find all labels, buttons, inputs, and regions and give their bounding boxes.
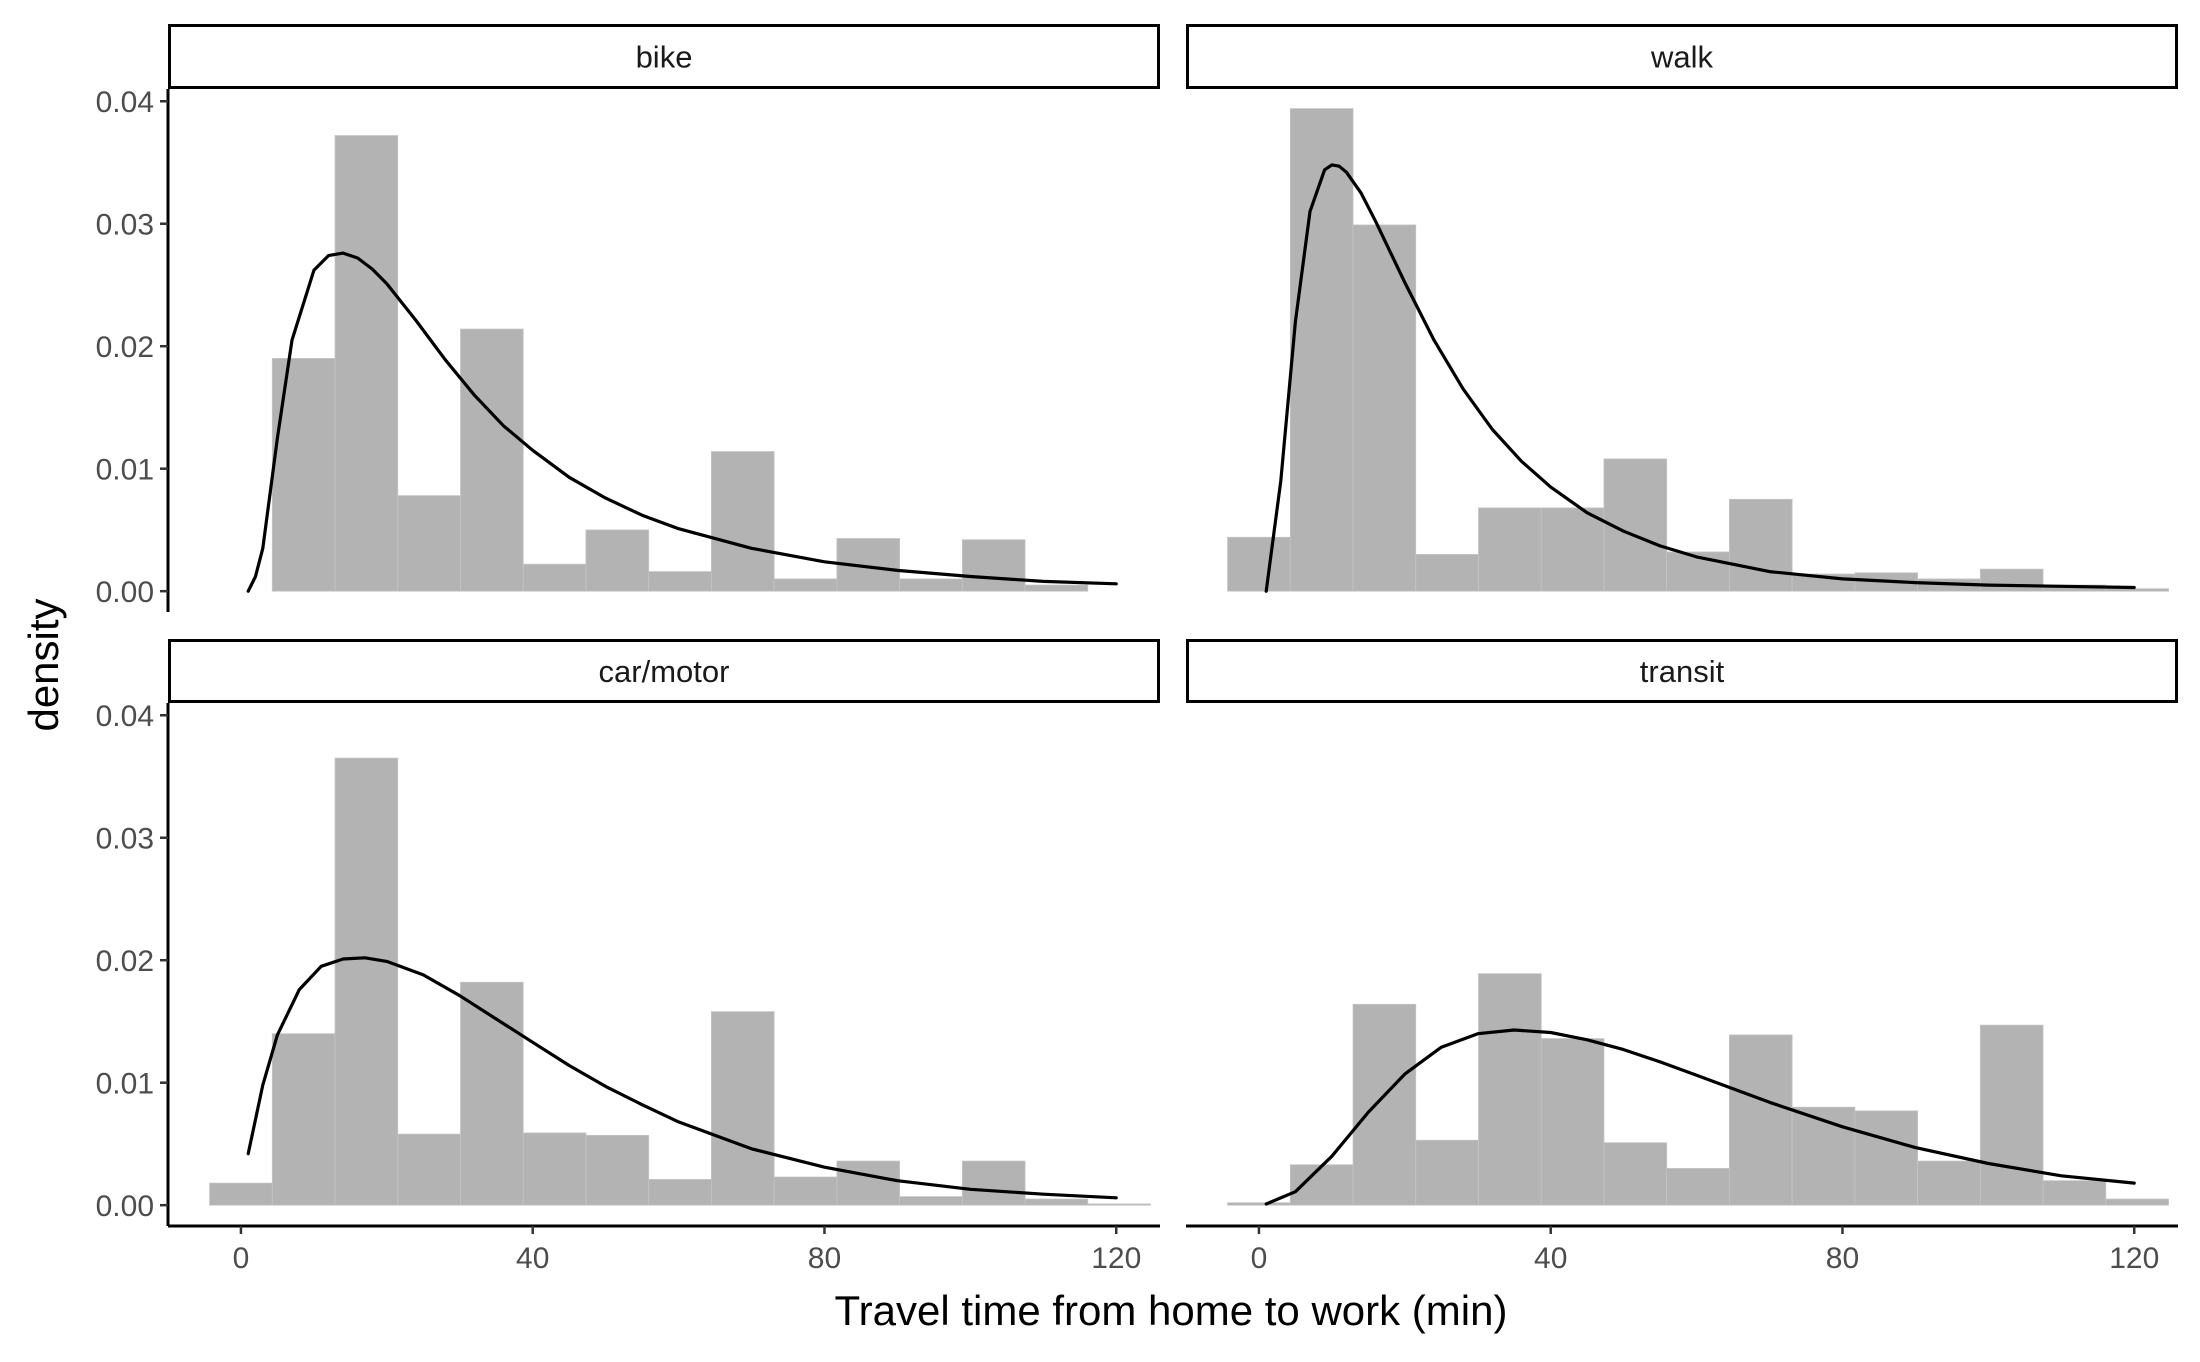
density-curve-transit <box>1264 1028 2136 1206</box>
density-curve-bike <box>246 251 1118 593</box>
histogram-bar <box>209 1182 273 1206</box>
histogram-bar <box>397 495 461 592</box>
facet-label-transit: transit <box>1640 654 1725 689</box>
histogram-bar <box>773 578 838 592</box>
histogram-bar <box>460 328 524 592</box>
histogram-bar <box>1478 507 1542 592</box>
histogram-bar <box>899 1196 963 1206</box>
histogram-bar <box>2105 1198 2169 1206</box>
x-tick-label: 0 <box>1251 1242 1268 1275</box>
histogram-bar <box>1979 568 2044 592</box>
y-tick-label: 0.01 <box>96 454 154 487</box>
histogram-bar <box>1540 507 1605 592</box>
facet-strip-walk <box>1186 24 2178 89</box>
x-tick-label: 120 <box>2109 1242 2159 1275</box>
facet-transit: transit 0 40 80 120 <box>1186 639 2178 1275</box>
x-axis-title: Travel time from home to work (min) <box>835 1287 1508 1334</box>
histogram-bar <box>1729 1034 1793 1206</box>
x-tick-label: 80 <box>808 1242 841 1275</box>
histogram-bar <box>1024 1198 1089 1206</box>
histogram-bar <box>1289 108 1354 592</box>
histogram-bar <box>271 1033 336 1206</box>
histogram-bar <box>585 1134 650 1206</box>
histogram-bar <box>1415 1139 1479 1206</box>
facet-bike: bike 0.00 0.01 0.02 0.03 0.04 <box>96 24 1160 612</box>
histogram-bar <box>2105 588 2169 592</box>
histogram-bar <box>711 1011 775 1206</box>
histogram-bar <box>1917 1160 1981 1206</box>
x-tick-label: 80 <box>1826 1242 1859 1275</box>
density-curve-car-motor <box>246 956 1118 1200</box>
histogram-bar <box>397 1133 461 1206</box>
histogram-bar <box>1791 1106 1856 1206</box>
y-tick-label: 0.03 <box>96 209 154 242</box>
x-tick-label: 120 <box>1091 1242 1141 1275</box>
histogram-bar <box>1227 1202 1291 1206</box>
histogram-bar <box>2042 1180 2107 1206</box>
histogram-bar <box>1540 1038 1605 1206</box>
histogram-bar <box>1352 224 1417 592</box>
histogram-bar <box>1854 1110 1919 1206</box>
histogram-bar <box>522 1132 587 1206</box>
density-curve-walk <box>1264 163 2136 593</box>
histogram-bar <box>899 578 963 592</box>
y-tick-label: 0.02 <box>96 331 154 364</box>
histogram-bar <box>1352 1003 1417 1206</box>
y-tick-label: 0.03 <box>96 823 154 856</box>
histogram-bar <box>585 529 650 592</box>
y-tick-label: 0.01 <box>96 1068 154 1101</box>
y-tick-label: 0.00 <box>96 1190 154 1223</box>
histogram-bar <box>961 1160 1026 1206</box>
facet-label-bike: bike <box>636 40 693 75</box>
histogram-bar <box>1979 1024 2044 1206</box>
histogram-bar <box>522 563 587 592</box>
histogram-bar <box>961 539 1026 592</box>
histogram-bar <box>836 1160 901 1206</box>
histogram-bar <box>334 757 399 1206</box>
x-tick-label: 40 <box>516 1242 549 1275</box>
histogram-bar <box>648 1179 712 1206</box>
histogram-bar <box>1024 584 1089 592</box>
histogram-bar <box>711 451 775 592</box>
histogram-bar <box>648 571 712 592</box>
facet-label-car-motor: car/motor <box>599 654 730 689</box>
x-tick-label: 0 <box>233 1242 250 1275</box>
histogram-bar <box>1603 1142 1668 1206</box>
histogram-bar <box>1227 536 1291 592</box>
y-tick-label: 0.00 <box>96 576 154 609</box>
histogram-bar <box>460 981 524 1206</box>
histogram-bar <box>1478 973 1542 1206</box>
histogram-bar <box>1415 554 1479 592</box>
histogram-bar <box>1289 1164 1354 1206</box>
facet-car-motor: car/motor 0.00 0.01 0.02 0.03 0.04 0 40 80 120 <box>96 639 1160 1275</box>
histogram-bar <box>1729 498 1793 592</box>
facet-strip-bike <box>168 24 1160 89</box>
histogram-bar <box>1666 1168 1730 1206</box>
facet-strip-car-motor <box>168 639 1160 703</box>
y-tick-label: 0.04 <box>96 700 154 733</box>
facet-label-walk: walk <box>1650 40 1714 75</box>
y-axis-title: density <box>20 598 67 731</box>
y-tick-label: 0.04 <box>96 86 154 119</box>
facet-strip-transit <box>1186 639 2178 703</box>
histogram-bar <box>773 1176 838 1206</box>
x-tick-label: 40 <box>1534 1242 1567 1275</box>
histogram-bar <box>1087 1203 1151 1206</box>
histogram-bar <box>334 135 399 592</box>
histogram-bar <box>271 358 336 592</box>
y-tick-label: 0.02 <box>96 945 154 978</box>
facet-walk: walk <box>1186 24 2178 593</box>
